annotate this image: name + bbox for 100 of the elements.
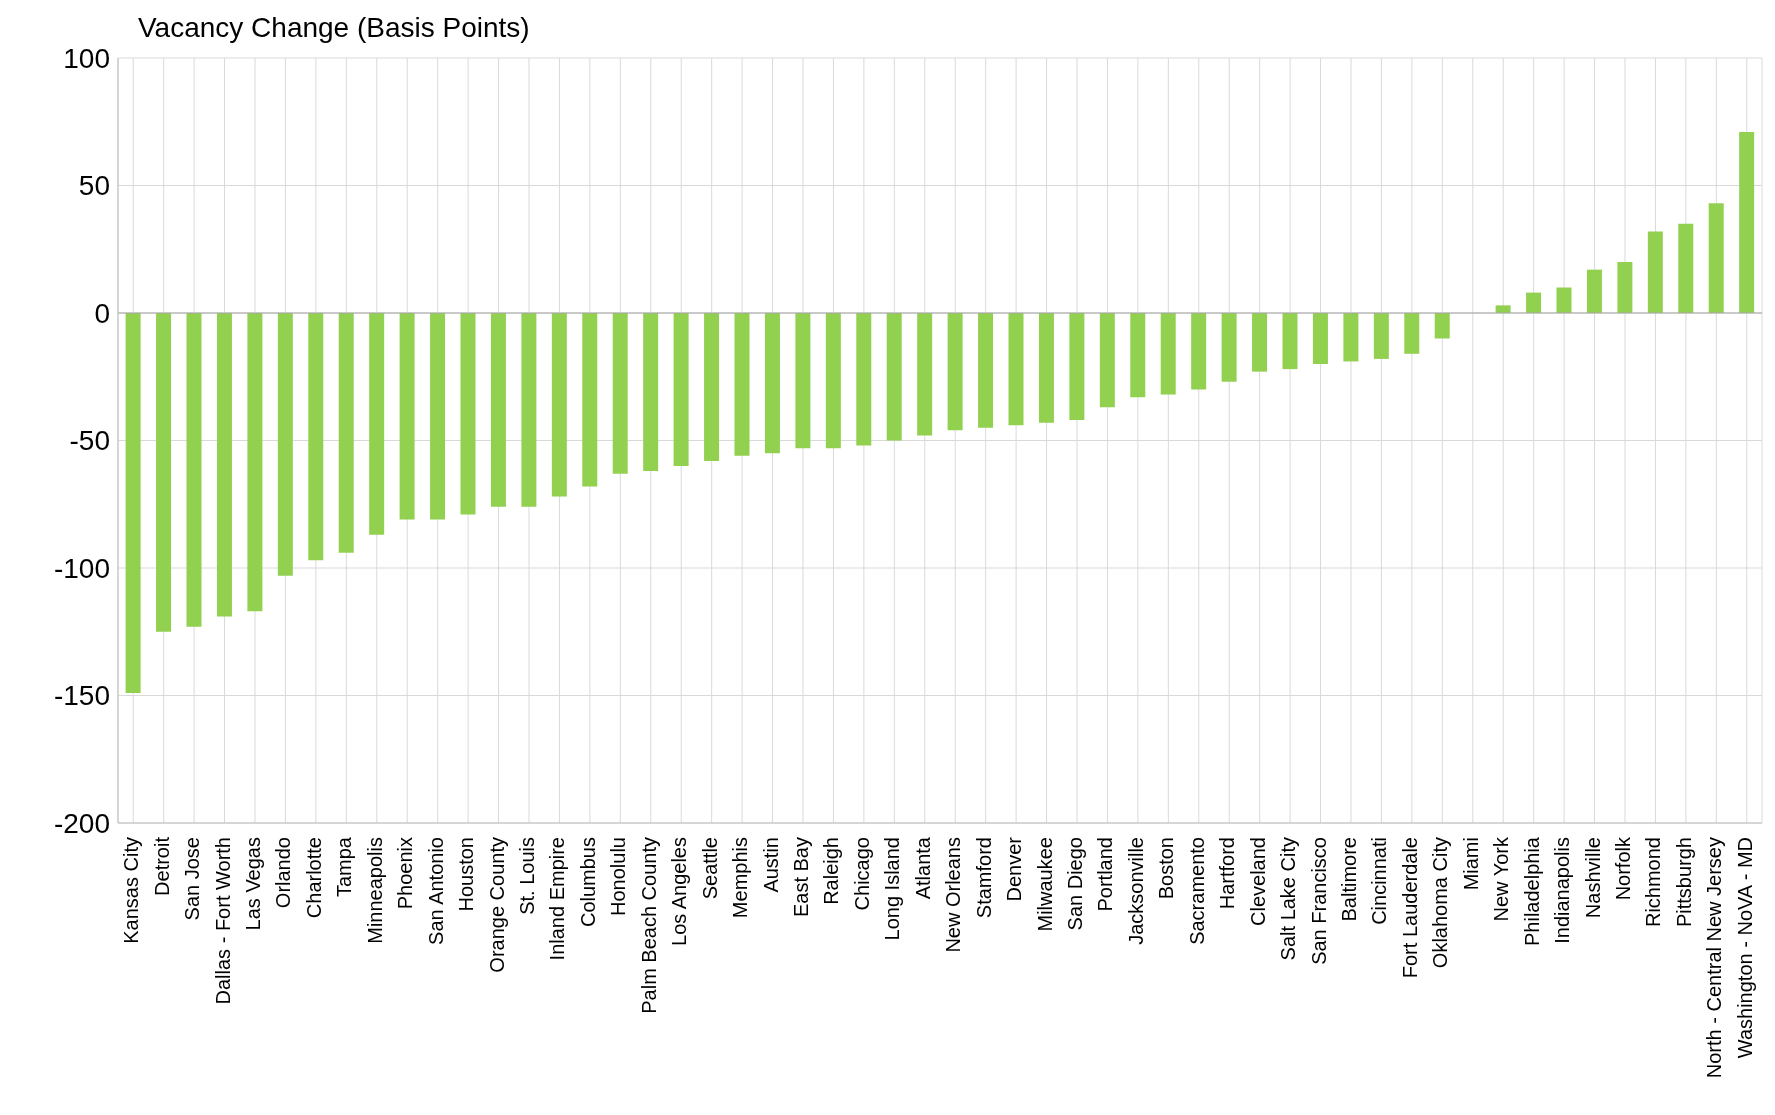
x-tick-label: Sacramento [1185,837,1208,945]
x-tick-label: San Francisco [1307,837,1330,965]
y-tick-label: -100 [53,552,110,584]
x-tick-label: Columbus [576,837,599,928]
x-tick-label: San Jose [181,837,204,921]
bar [1282,313,1298,370]
x-tick-label: Houston [455,837,478,912]
bar [582,313,598,487]
x-tick-label: Denver [1003,836,1026,902]
bar [1099,313,1115,408]
x-tick-label: Los Angeles [668,837,691,946]
bar [1739,131,1755,313]
x-tick-label: Cleveland [1246,837,1269,926]
bar [1191,313,1207,390]
x-tick-label: Baltimore [1338,837,1360,922]
x-tick-label: Nashville [1581,837,1604,919]
x-tick-label: Salt Lake City [1277,837,1300,961]
x-tick-label: East Bay [790,837,812,918]
bar [886,313,902,441]
x-tick-label: Cincinnati [1368,837,1391,925]
x-tick-label: Jacksonville [1124,837,1147,945]
y-tick-label: 0 [94,297,110,329]
x-tick-label: Boston [1155,837,1178,900]
y-tick-label: -200 [53,807,110,839]
bar [734,313,750,456]
x-tick-label: Stamford [972,837,995,919]
x-tick-label: San Diego [1064,837,1086,931]
x-tick-label: Inland Empire [546,837,569,961]
x-tick-label: Atlanta [911,836,934,900]
bar [1130,313,1146,398]
bar [308,313,324,561]
bar [521,313,537,507]
bar [430,313,446,520]
bar [1160,313,1176,395]
x-tick-label: Orlando [272,837,295,909]
bar [764,313,780,454]
x-tick-label: Tampa [333,836,356,898]
bar [1038,313,1054,423]
bar [1556,287,1572,313]
bar [1373,313,1389,359]
x-tick-label: Indianapolis [1551,837,1574,944]
x-tick-label: Las Vegas [242,837,264,931]
y-tick-label: 100 [63,42,110,74]
x-tick-label: Minneapolis [363,837,386,944]
x-tick-label: Seattle [698,837,721,900]
x-tick-label: Dallas - Fort Worth [211,837,234,1005]
bar [673,313,689,466]
bar [399,313,415,520]
x-tick-label: Washington - NoVA - MD [1733,837,1756,1059]
x-tick-label: Charlotte [302,837,325,919]
x-tick-label: Chicago [850,837,873,911]
x-tick-label: Memphis [729,837,752,919]
x-tick-label: Miami [1459,837,1482,891]
bar [156,313,172,632]
x-tick-label: New York [1490,836,1513,922]
bar [1678,223,1694,313]
x-tick-label: Phoenix [394,837,417,910]
x-tick-label: Fort Lauderdale [1398,837,1421,979]
bar [460,313,476,515]
bar [247,313,263,612]
x-tick-label: St. Louis [516,837,538,915]
bar [1069,313,1085,421]
bar [186,313,202,627]
bar [490,313,506,507]
bar [1434,313,1450,339]
bar [1708,203,1724,313]
x-tick-label: Philadelphia [1520,836,1543,946]
chart-title: Vacancy Change (Basis Points) [138,12,530,43]
bar [1343,313,1359,362]
y-tick-label: -50 [69,425,110,457]
bar [1008,313,1024,426]
bar [1221,313,1237,382]
bar [1617,262,1633,313]
bar [978,313,994,428]
x-tick-label: Detroit [150,836,173,896]
y-tick-label: 50 [78,170,110,202]
x-tick-label: Austin [759,837,782,893]
bar [612,313,628,474]
bar [125,313,141,693]
y-tick-label: -150 [53,680,110,712]
bar [643,313,659,472]
bar [917,313,933,436]
bar [1404,313,1420,354]
x-tick-label: Palm Beach County [637,837,660,1014]
bar [947,313,963,431]
x-tick-label: San Antonio [424,837,447,945]
bar [795,313,811,449]
x-tick-label: Honolulu [607,837,630,916]
x-tick-label: Long Island [881,837,904,941]
bar [1586,269,1602,313]
bar [825,313,841,449]
bar [1252,313,1268,372]
bar [856,313,872,446]
x-tick-label: New Orleans [942,837,965,953]
bar [338,313,354,553]
bar [369,313,385,535]
x-tick-label: Orange County [485,837,508,973]
x-tick-label: Hartford [1216,837,1239,910]
x-tick-label: North - Central New Jersey [1703,837,1726,1079]
x-tick-label: Oklahoma City [1429,837,1452,969]
